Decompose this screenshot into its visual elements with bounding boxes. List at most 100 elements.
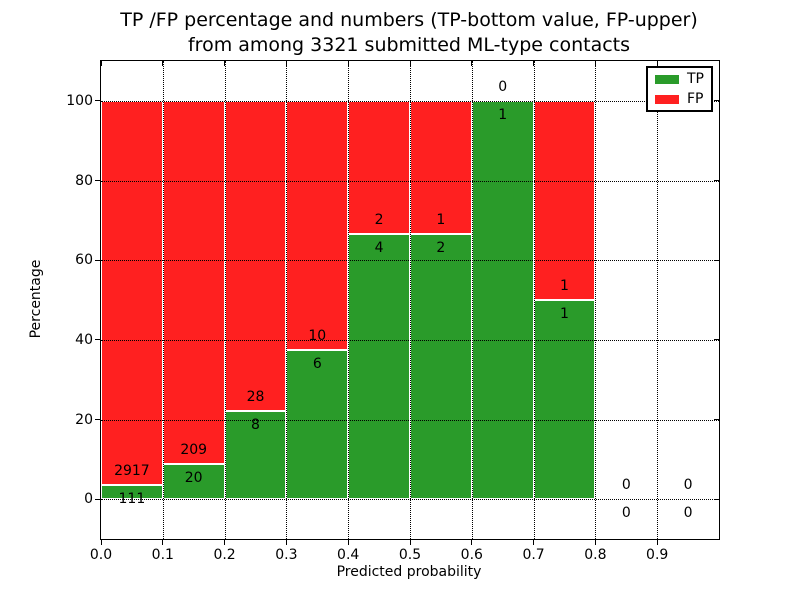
x-tick-top [409, 61, 411, 66]
stacked-bar [471, 100, 534, 500]
x-tick-top [656, 61, 658, 66]
tp-count-annotation: 8 [251, 416, 260, 433]
x-tick-bottom [594, 540, 596, 545]
x-tick-bottom [162, 540, 164, 545]
fp-count-annotation: 209 [180, 442, 208, 459]
fp-bar-segment [286, 100, 349, 350]
chart-title-line1: TP /FP percentage and numbers (TP-bottom… [120, 9, 698, 31]
legend: TP FP [646, 66, 713, 112]
fp-count-annotation: 0 [683, 477, 693, 494]
x-tick-label: 0.0 [89, 547, 113, 563]
fp-count-annotation: 2 [374, 211, 384, 228]
tp-bar-segment [224, 410, 287, 500]
x-tick-top [100, 61, 102, 66]
chart-title-line2: from among 3321 submitted ML-type contac… [187, 34, 631, 56]
fp-count-annotation: 0 [621, 477, 631, 494]
x-tick-bottom [224, 540, 226, 545]
y-tick-left [95, 259, 100, 261]
x-tick-bottom [471, 540, 473, 545]
x-tick-top [224, 61, 226, 66]
tp-count-annotation: 6 [312, 355, 322, 372]
tp-color-swatch [655, 74, 679, 84]
y-tick-label: 100 [66, 92, 93, 109]
legend-row-fp: FP [655, 92, 704, 106]
fp-color-swatch [655, 94, 679, 104]
fp-count-annotation: 1 [560, 278, 569, 295]
stacked-bar [533, 100, 596, 500]
vertical-gridline [286, 61, 288, 539]
x-tick-label: 0.9 [646, 547, 669, 563]
y-tick-left [95, 339, 100, 341]
y-tick-label: 20 [75, 411, 93, 428]
fp-bar-segment [224, 100, 287, 411]
stacked-bar [101, 100, 163, 500]
tp-bar-segment [533, 300, 596, 500]
x-tick-bottom [347, 540, 349, 545]
y-tick-label: 80 [75, 172, 93, 189]
fp-bar-segment [533, 100, 596, 300]
y-tick-right [714, 259, 719, 261]
x-tick-label: 0.1 [151, 547, 174, 563]
y-tick-right [714, 498, 719, 500]
y-tick-left [95, 498, 100, 500]
tp-count-annotation: 111 [118, 490, 146, 507]
stacked-bar [286, 100, 349, 500]
tp-bar-segment [348, 233, 410, 500]
y-tick-label: 60 [75, 252, 93, 269]
x-tick-top [594, 61, 596, 66]
fp-count-annotation: 1 [436, 211, 446, 228]
stacked-bar [162, 100, 225, 500]
x-tick-bottom [100, 540, 102, 545]
vertical-gridline [224, 61, 226, 539]
y-tick-left [95, 100, 100, 102]
stacked-bar [224, 100, 287, 500]
legend-label-fp: FP [687, 91, 704, 107]
x-tick-top [471, 61, 473, 66]
x-tick-label: 0.7 [522, 547, 545, 563]
x-tick-bottom [409, 540, 411, 545]
y-tick-left [95, 419, 100, 420]
x-tick-top [347, 61, 349, 66]
x-tick-label: 0.5 [398, 547, 422, 563]
stacked-bar [410, 100, 472, 500]
y-tick-right [714, 419, 719, 420]
fp-bar-segment [348, 100, 410, 234]
tp-bar-segment [410, 233, 472, 500]
x-tick-top [162, 61, 164, 66]
tp-count-annotation: 0 [621, 505, 631, 522]
tp-count-annotation: 1 [498, 106, 508, 123]
fp-count-annotation: 28 [246, 388, 265, 405]
x-tick-label: 0.8 [584, 547, 607, 563]
plot-area: 0.0 0.1 0.2 0.3 0.4 0.5 0.6 0.7 0.8 0.9 0 20 40 60 80 1… [66, 60, 720, 563]
x-tick-label: 0.4 [337, 547, 360, 563]
legend-label-tp: TP [687, 71, 704, 87]
vertical-gridline [595, 61, 597, 539]
tp-bar-segment [162, 464, 225, 500]
x-tick-label: 0.6 [460, 547, 483, 563]
tp-count-annotation: 1 [560, 305, 569, 322]
x-tick-bottom [285, 540, 287, 545]
fp-count-annotation: 2917 [114, 462, 150, 479]
tp-bar-segment [471, 100, 534, 500]
x-tick-top [285, 61, 287, 66]
vertical-gridline [162, 61, 164, 539]
vertical-gridline [471, 61, 473, 539]
y-tick-left [95, 180, 100, 181]
y-tick-right [714, 100, 719, 102]
vertical-gridline [410, 61, 411, 539]
y-tick-label: 0 [84, 491, 93, 508]
x-tick-bottom [533, 540, 535, 545]
x-tick-label: 0.2 [213, 547, 236, 563]
y-axis-label: Percentage [28, 259, 44, 339]
legend-row-tp: TP [655, 72, 704, 86]
vertical-gridline [348, 61, 350, 539]
fp-bar-segment [101, 100, 163, 485]
y-tick-label: 40 [75, 331, 93, 348]
tp-count-annotation: 20 [184, 470, 203, 487]
fp-bar-segment [162, 100, 225, 465]
vertical-gridline [657, 61, 659, 539]
fp-count-annotation: 10 [308, 327, 327, 344]
x-tick-label: 0.3 [275, 547, 298, 563]
tp-count-annotation: 4 [374, 239, 384, 256]
